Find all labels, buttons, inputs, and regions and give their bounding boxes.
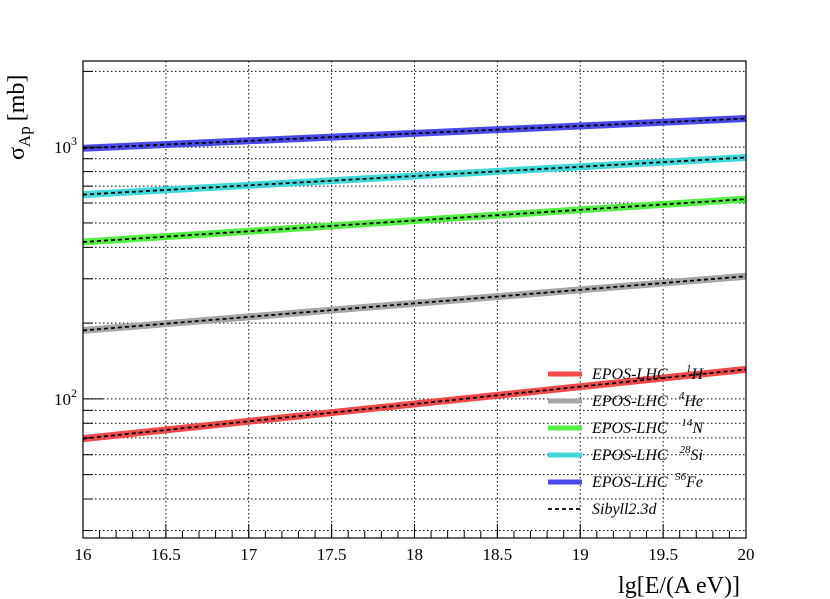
reference-line-h [82, 368, 747, 440]
reference-line-n [82, 198, 747, 243]
x-tick-label: 16 [75, 545, 92, 564]
legend-model-label: EPOS-LHC [591, 420, 668, 437]
legend-element-label: 4He [679, 390, 703, 410]
grid-lines [83, 61, 746, 538]
legend-model-label: EPOS-LHC [591, 393, 668, 410]
x-axis-title: lg[E/(A eV)] [618, 573, 740, 599]
y-axis-title: σAp [mb] [4, 75, 34, 160]
legend-mass-number: 28 [680, 444, 692, 456]
x-tick-label: 16.5 [151, 545, 181, 564]
reference-line-he [82, 275, 747, 332]
legend-element-symbol: Si [691, 447, 703, 464]
legend-mass-number: 14 [681, 417, 693, 429]
legend-model-label: EPOS-LHC [591, 447, 668, 464]
x-tick-label: 18 [406, 545, 423, 564]
series-lines [82, 115, 747, 443]
legend-element-symbol: N [691, 420, 704, 437]
legend-element-label: 14N [681, 417, 704, 437]
legend-element-symbol: Fe [685, 474, 703, 491]
y-tick-label: 102 [54, 386, 77, 409]
legend-model-label: EPOS-LHC [591, 474, 668, 491]
x-tick-label: 17 [240, 545, 258, 564]
legend-mass-number: 1 [686, 363, 692, 375]
legend-mass-number: 56 [675, 471, 687, 483]
legend-element-label: 56Fe [675, 471, 703, 491]
y-axis-title-unit: [mb] [4, 75, 30, 122]
y-tick-label: 103 [54, 134, 77, 157]
y-axis-title-main: σ [4, 147, 30, 160]
y-tick-base: 10 [54, 138, 71, 157]
legend-model-label: EPOS-LHC [591, 366, 668, 383]
legend-element-label: 1H [686, 363, 705, 383]
legend-element-symbol: He [683, 393, 703, 410]
legend-reference-label: Sibyll2.3d [592, 501, 657, 518]
y-tick-exponent: 3 [71, 134, 77, 148]
x-tick-label: 20 [738, 545, 755, 564]
x-tick-label: 18.5 [483, 545, 513, 564]
axis-ticks [82, 70, 747, 538]
x-tick-label: 19 [572, 545, 589, 564]
y-axis-title-sub: Ap [15, 126, 34, 147]
x-tick-label: 17.5 [317, 545, 347, 564]
legend-mass-number: 4 [679, 390, 685, 402]
y-tick-base: 10 [54, 390, 71, 409]
y-tick-exponent: 2 [71, 386, 77, 400]
x-tick-label: 19.5 [648, 545, 678, 564]
legend-element-symbol: H [690, 366, 704, 383]
reference-line-si [82, 156, 747, 196]
legend-element-label: 28Si [680, 444, 703, 464]
reference-line-fe [82, 117, 747, 150]
